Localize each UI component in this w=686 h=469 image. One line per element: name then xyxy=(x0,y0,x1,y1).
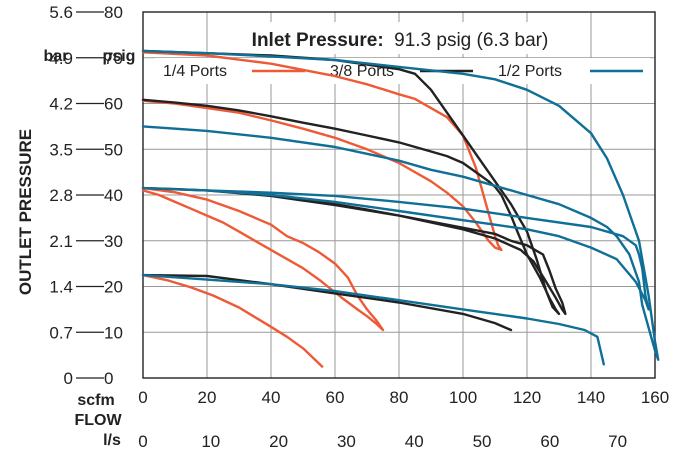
chart-title: Inlet Pressure: 91.3 psig (6.3 bar) xyxy=(252,30,549,51)
y-tick-label-psig: 40 xyxy=(104,186,123,205)
x-tick-label-ls: 70 xyxy=(608,432,627,451)
x-tick-label: 160 xyxy=(641,388,669,407)
y-axis: bar psig OUTLET PRESSURE 0 0 10 0.7 20 1.4 30 2… xyxy=(16,3,135,388)
y-tick-label-bar: 4.2 xyxy=(49,95,73,114)
y-tick-label-bar: 1.4 xyxy=(49,278,73,297)
x-tick-label: 120 xyxy=(513,388,541,407)
x-tick-label-ls: 10 xyxy=(201,432,220,451)
x-tick-label-ls: 40 xyxy=(405,432,424,451)
x-tick-label-ls: 60 xyxy=(540,432,559,451)
y-tick-label-psig: 60 xyxy=(104,95,123,114)
title-box xyxy=(230,22,580,54)
legend-label: 1/2 Ports xyxy=(498,63,562,80)
y-tick-label-bar: 4.9 xyxy=(49,49,73,68)
y-tick-label-psig: 10 xyxy=(104,323,123,342)
x-tick-label-ls: 30 xyxy=(337,432,356,451)
y-tick-label-bar: 0 xyxy=(64,369,73,388)
series-line-1-4-ports xyxy=(141,273,324,368)
y-tick-label-bar: 2.1 xyxy=(49,232,73,251)
series-line-1-4-ports xyxy=(141,186,385,332)
x-axis: scfm FLOW l/s 0 20 40 60 80 100 120 140 160 0 10 20… xyxy=(74,388,669,451)
y-unit-psig: psig xyxy=(103,48,136,65)
plot-frame xyxy=(142,11,656,379)
y-tick-label-psig: 20 xyxy=(104,278,123,297)
x-tick-label: 140 xyxy=(577,388,605,407)
y-tick-label-bar: 0.7 xyxy=(49,323,73,342)
x-tick-label: 40 xyxy=(262,388,281,407)
x-tick-label: 100 xyxy=(449,388,477,407)
y-tick-label-psig: 0 xyxy=(104,369,113,388)
series-layer xyxy=(141,49,660,368)
y-tick-label-bar: 5.6 xyxy=(49,3,73,22)
y-unit-bar: bar xyxy=(44,48,69,65)
x-tick-label-ls: 0 xyxy=(138,432,147,451)
y-axis-label: OUTLET PRESSURE xyxy=(16,129,35,295)
y-tick-label-bar: 3.5 xyxy=(49,140,73,159)
title-strong: Inlet Pressure: xyxy=(252,30,384,51)
x-tick-label-ls: 20 xyxy=(269,432,288,451)
title-rest: 91.3 psig (6.3 bar) xyxy=(394,30,548,51)
y-tick-label-bar: 2.8 xyxy=(49,186,73,205)
y-tick-label-psig: 70 xyxy=(104,49,123,68)
x-unit-ls: l/s xyxy=(103,432,121,449)
y-tick-label-psig: 80 xyxy=(104,3,123,22)
series-line-3-8-ports xyxy=(141,273,513,332)
legend-label: 1/4 Ports xyxy=(163,63,227,80)
x-tick-label: 20 xyxy=(198,388,217,407)
y-tick-label-psig: 50 xyxy=(104,140,123,159)
x-unit-scfm: scfm xyxy=(77,392,114,409)
series-line-1-2-ports xyxy=(141,49,660,361)
series-line-1-4-ports xyxy=(141,51,503,252)
y-tick-label-psig: 30 xyxy=(104,232,123,251)
series-line-1-2-ports xyxy=(141,186,650,311)
x-tick-label: 80 xyxy=(390,388,409,407)
x-tick-label: 60 xyxy=(326,388,345,407)
x-tick-label-ls: 50 xyxy=(473,432,492,451)
series-line-1-2-ports xyxy=(141,273,605,366)
series-line-3-8-ports xyxy=(141,49,561,316)
x-axis-label: FLOW xyxy=(74,412,122,429)
x-tick-label: 0 xyxy=(138,388,147,407)
series-line-3-8-ports xyxy=(141,186,567,316)
